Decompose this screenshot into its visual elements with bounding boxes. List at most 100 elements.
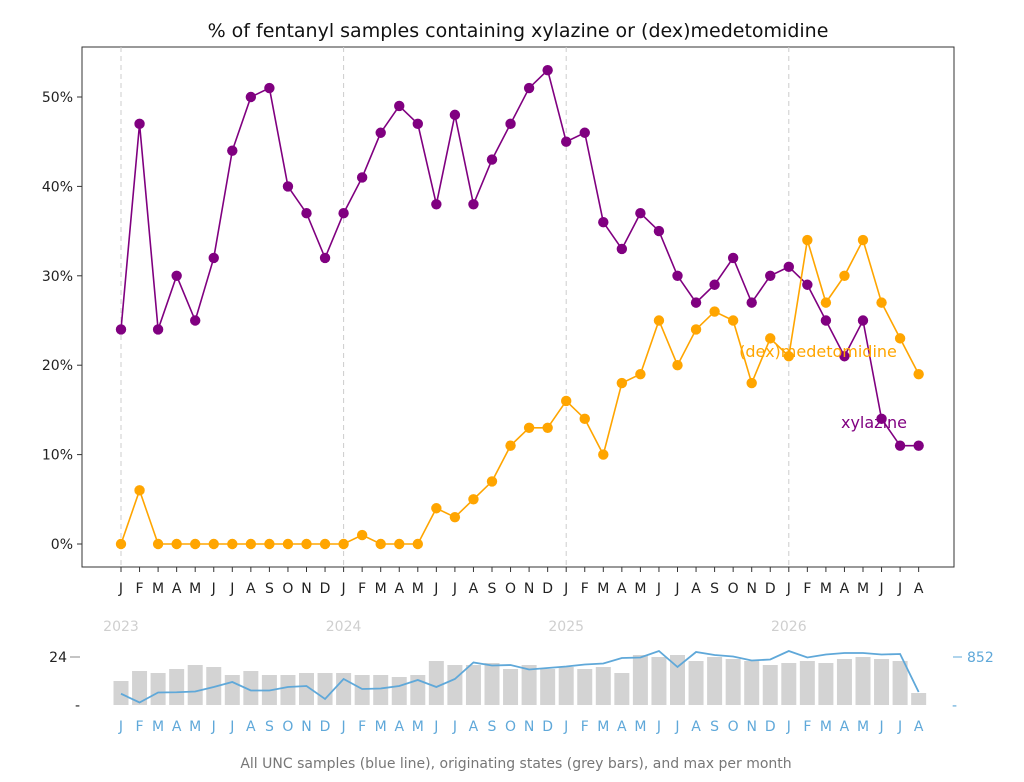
xylazine-point <box>115 324 127 335</box>
medetomidine-point <box>431 503 442 514</box>
x-tick-label: A <box>840 581 850 597</box>
x-tick-label: J <box>897 581 902 597</box>
states-bar <box>744 661 760 705</box>
states-bar <box>874 659 890 705</box>
sub-x-tick-label: M <box>375 719 387 735</box>
sub-x-tick-label: S <box>265 719 274 735</box>
xylazine-point <box>876 413 887 425</box>
sub-x-tick-label: M <box>412 719 424 735</box>
sub-x-tick-label: J <box>452 719 457 735</box>
states-bar <box>391 677 407 705</box>
sub-x-tick-label: F <box>358 719 366 735</box>
xylazine-point <box>431 199 442 210</box>
x-tick-label: A <box>394 581 404 597</box>
xylazine-point <box>319 252 331 264</box>
xylazine-point <box>394 100 405 112</box>
states-bar <box>651 657 667 705</box>
label-medetomidine: (dex)medetomidine <box>739 342 897 361</box>
states-bar <box>169 669 185 705</box>
states-bar <box>892 661 908 705</box>
states-bar <box>187 665 203 705</box>
medetomidine-point <box>375 538 386 550</box>
x-tick-label: M <box>820 581 832 597</box>
medetomidine-point <box>913 368 924 380</box>
x-tick-label: M <box>412 581 424 597</box>
medetomidine-point <box>616 377 628 389</box>
sub-x-tick-label: M <box>152 719 164 735</box>
medetomidine-point <box>783 351 794 362</box>
x-tick-label: N <box>301 581 311 597</box>
sub-x-tick-label: O <box>728 719 739 735</box>
sub-left-min-label: - <box>75 698 80 714</box>
sub-x-tick-label: D <box>320 719 331 735</box>
x-tick-label: M <box>152 581 164 597</box>
sub-x-tick-label: J <box>433 719 438 735</box>
sub-x-tick-label: J <box>229 719 234 735</box>
states-bar <box>836 659 852 705</box>
medetomidine-point <box>894 333 906 344</box>
xylazine-point <box>227 145 238 156</box>
xylazine-line <box>120 68 919 447</box>
medetomidine-point <box>134 485 145 496</box>
states-bar <box>113 681 129 705</box>
states-bar <box>373 675 389 705</box>
states-bar <box>577 669 593 705</box>
sub-caption: All UNC samples (blue line), originating… <box>240 756 791 772</box>
xylazine-point <box>486 154 498 165</box>
sub-x-tick-label: F <box>581 719 589 735</box>
sub-x-tick-label: J <box>211 719 216 735</box>
medetomidine-point <box>709 306 720 317</box>
x-tick-label: M <box>857 581 869 597</box>
states-bar <box>410 675 426 705</box>
sub-x-tick-label: D <box>765 719 776 735</box>
sub-right-min-label: - <box>952 698 957 714</box>
xylazine-point <box>746 297 757 308</box>
xylazine-point <box>653 225 665 237</box>
states-bar <box>243 671 259 705</box>
states-bar <box>206 667 222 705</box>
states-bar <box>540 669 556 705</box>
y-tick-label: 20% <box>42 358 73 374</box>
xylazine-point <box>301 208 312 219</box>
sub-x-tick-label: S <box>710 719 719 735</box>
states-bar <box>632 655 648 705</box>
medetomidine-point <box>208 538 219 550</box>
states-bar <box>614 673 630 705</box>
xylazine-point <box>598 216 609 228</box>
chart-title: % of fentanyl samples containing xylazin… <box>208 20 829 42</box>
main-plot-frame <box>81 46 955 568</box>
x-tick-label: J <box>674 581 679 597</box>
x-tick-label: J <box>452 581 457 597</box>
xylazine-point <box>765 270 776 281</box>
xylazine-point <box>208 252 219 264</box>
sub-x-tick-label: J <box>897 719 902 735</box>
states-bar <box>336 673 352 705</box>
sub-x-tick-label: A <box>617 719 627 735</box>
medetomidine-point <box>561 395 572 407</box>
sub-x-tick-label: A <box>469 719 479 735</box>
xylazine-point <box>190 315 201 326</box>
sub-x-tick-label: M <box>857 719 869 735</box>
xylazine-point <box>542 64 553 76</box>
x-tick-label: S <box>488 581 497 597</box>
sub-x-tick-label: A <box>246 719 256 735</box>
states-bar <box>781 663 797 705</box>
xylazine-point <box>264 82 275 94</box>
states-bar <box>503 669 519 705</box>
xylazine-point <box>171 270 182 281</box>
xylazine-point <box>449 109 461 121</box>
medetomidine-point <box>282 538 294 550</box>
medetomidine-point <box>672 360 683 371</box>
sub-x-tick-label: N <box>524 719 534 735</box>
year-label: 2025 <box>548 619 584 635</box>
xylazine-point <box>727 252 739 264</box>
states-bar <box>558 667 574 705</box>
states-bar <box>799 661 815 705</box>
medetomidine-point <box>486 476 498 487</box>
medetomidine-point <box>115 538 127 550</box>
medetomidine-point <box>727 315 739 326</box>
x-tick-label: D <box>320 581 331 597</box>
x-tick-label: J <box>229 581 234 597</box>
sub-x-tick-label: A <box>691 719 701 735</box>
